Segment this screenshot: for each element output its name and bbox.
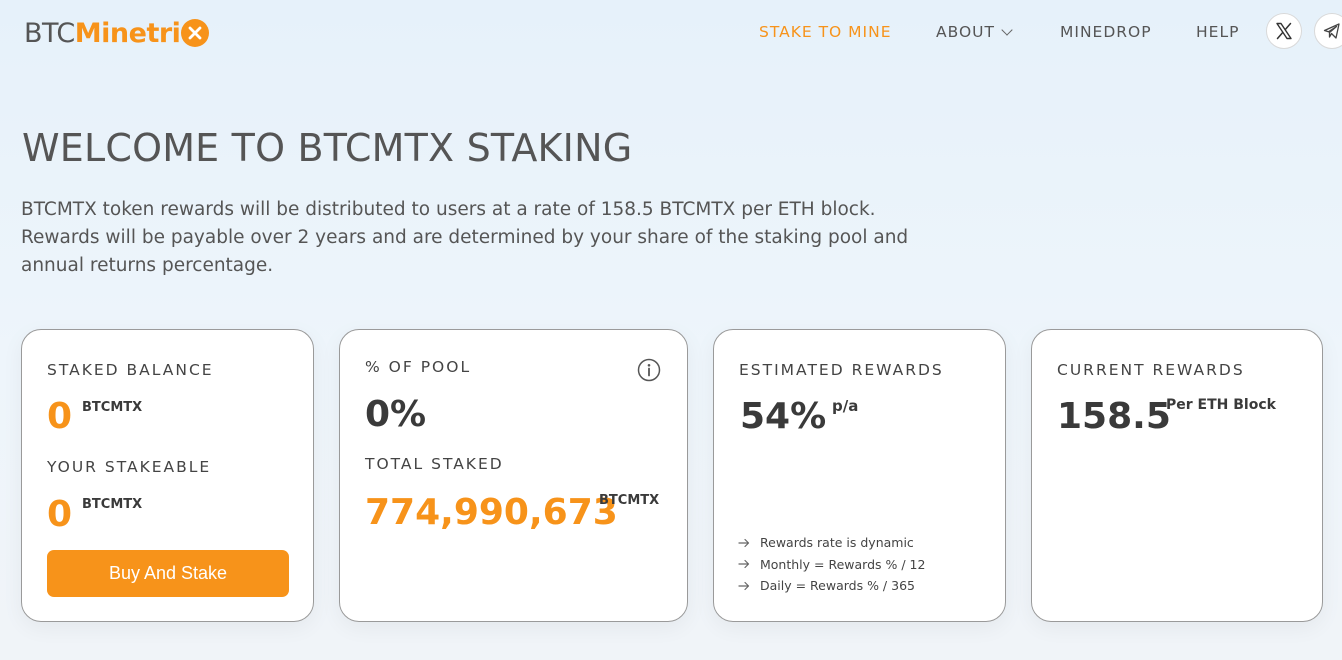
staked-balance-card: STAKED BALANCE 0 BTCMTX YOUR STAKEABLE 0… bbox=[21, 329, 314, 622]
nav-stake-to-mine[interactable]: STAKE TO MINE bbox=[759, 23, 892, 41]
staked-balance-value: 0 bbox=[47, 396, 73, 437]
stakeable-value: 0 bbox=[47, 494, 73, 535]
list-item: Rewards rate is dynamic bbox=[738, 532, 925, 554]
estimated-rewards-label: ESTIMATED REWARDS bbox=[739, 361, 944, 379]
nav-about-label: ABOUT bbox=[936, 23, 995, 41]
nav-about[interactable]: ABOUT bbox=[936, 20, 1013, 44]
current-rewards-card: CURRENT REWARDS 158.5 Per ETH Block bbox=[1031, 329, 1323, 622]
note-text: Rewards rate is dynamic bbox=[760, 535, 914, 551]
logo-text-btc: BTC bbox=[24, 17, 75, 49]
arrow-right-icon bbox=[738, 581, 750, 590]
staked-balance-label: STAKED BALANCE bbox=[47, 361, 214, 379]
x-social-button[interactable] bbox=[1266, 13, 1302, 49]
info-icon[interactable] bbox=[637, 358, 661, 382]
logo[interactable]: BTC Minetri bbox=[24, 16, 210, 50]
buy-and-stake-button[interactable]: Buy And Stake bbox=[47, 550, 289, 597]
current-rewards-unit: Per ETH Block bbox=[1166, 397, 1276, 413]
total-staked-value: 774,990,673 bbox=[365, 492, 618, 533]
chevron-down-icon bbox=[1001, 24, 1013, 36]
note-text: Daily = Rewards % / 365 bbox=[760, 578, 915, 594]
total-staked-label: TOTAL STAKED bbox=[365, 455, 504, 473]
pool-share-label: % OF POOL bbox=[365, 358, 472, 376]
logo-text-minetri: Minetri bbox=[74, 17, 181, 49]
arrow-right-icon bbox=[738, 560, 750, 569]
nav-help[interactable]: HELP bbox=[1196, 23, 1240, 41]
page-title: WELCOME TO BTCMTX STAKING bbox=[22, 126, 633, 170]
note-text: Monthly = Rewards % / 12 bbox=[760, 556, 926, 572]
arrow-right-icon bbox=[738, 538, 750, 547]
telegram-social-button[interactable] bbox=[1314, 13, 1342, 49]
current-rewards-label: CURRENT REWARDS bbox=[1057, 361, 1245, 379]
list-item: Daily = Rewards % / 365 bbox=[738, 575, 925, 597]
rewards-notes-list: Rewards rate is dynamic Monthly = Reward… bbox=[738, 532, 925, 597]
total-staked-unit: BTCMTX bbox=[599, 493, 660, 508]
estimated-rewards-card: ESTIMATED REWARDS 54% p/a Rewards rate i… bbox=[713, 329, 1006, 622]
estimated-rewards-suffix: p/a bbox=[832, 397, 859, 415]
pool-share-card: % OF POOL 0% TOTAL STAKED 774,990,673 BT… bbox=[339, 329, 688, 622]
stakeable-label: YOUR STAKEABLE bbox=[47, 458, 212, 476]
stakeable-unit: BTCMTX bbox=[82, 497, 143, 512]
staked-balance-unit: BTCMTX bbox=[82, 400, 143, 415]
estimated-rewards-value: 54% bbox=[740, 396, 827, 437]
telegram-icon bbox=[1323, 23, 1340, 39]
list-item: Monthly = Rewards % / 12 bbox=[738, 554, 925, 576]
x-icon bbox=[1276, 22, 1292, 40]
logo-x-icon bbox=[181, 19, 210, 47]
page-description: BTCMTX token rewards will be distributed… bbox=[21, 199, 909, 276]
nav-minedrop[interactable]: MINEDROP bbox=[1060, 23, 1152, 41]
current-rewards-value: 158.5 bbox=[1057, 396, 1171, 437]
pool-share-value: 0% bbox=[365, 394, 427, 435]
